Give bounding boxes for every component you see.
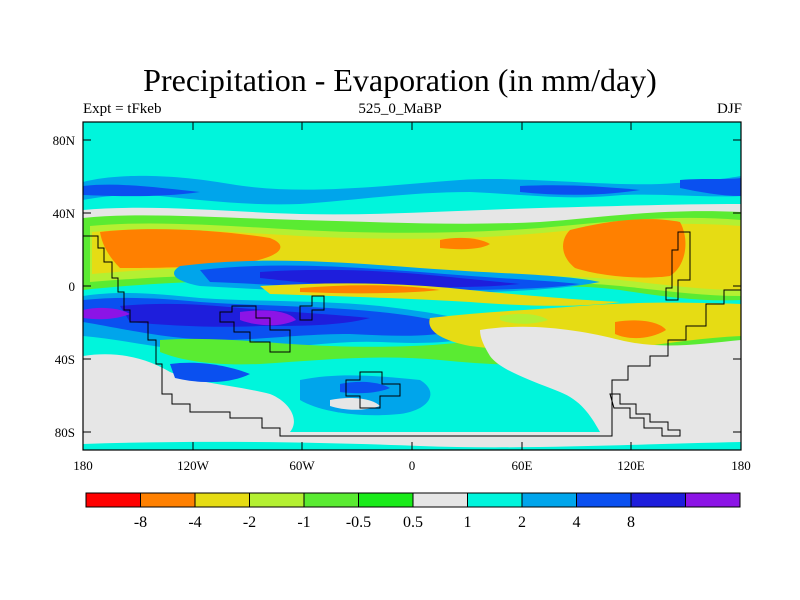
field-deep-blue-north-a bbox=[83, 184, 200, 197]
colorbar-label: 8 bbox=[627, 514, 635, 531]
colorbar-label: -8 bbox=[134, 514, 147, 531]
season-label: DJF bbox=[716, 101, 742, 117]
field-deep-blue-north-b bbox=[520, 185, 640, 195]
field-south-blue-patch-b bbox=[340, 381, 390, 394]
field-orange-south bbox=[615, 320, 666, 339]
x-tick-label: 180 bbox=[731, 458, 751, 473]
x-tick-label: 0 bbox=[409, 458, 416, 473]
field-blue-band-north bbox=[83, 175, 741, 205]
landmass-outline-e bbox=[609, 393, 681, 437]
y-tick-label: 80N bbox=[53, 133, 76, 148]
colorbar-label: 4 bbox=[573, 514, 581, 531]
field-gray-south-west bbox=[83, 354, 294, 432]
colorbar-swatch bbox=[249, 492, 305, 508]
field-orange-north-small bbox=[440, 237, 490, 250]
y-tick-label: 0 bbox=[69, 279, 76, 294]
x-tick-label: 120E bbox=[617, 458, 645, 473]
field-south-blue-patch-a bbox=[170, 362, 250, 383]
colorbar-swatch bbox=[358, 492, 414, 508]
y-tick-label: 40N bbox=[53, 206, 76, 221]
colorbar-swatch bbox=[630, 492, 686, 508]
x-tick-label: 60W bbox=[289, 458, 315, 473]
experiment-label: Expt = tFkeb bbox=[83, 101, 162, 117]
colorbar-swatch bbox=[140, 492, 196, 508]
colorbar-label: -0.5 bbox=[346, 514, 371, 531]
field-orange-north-asia bbox=[563, 219, 686, 278]
field-lightgreen-south bbox=[500, 313, 548, 324]
field-orange-north-pacific bbox=[100, 229, 281, 268]
time-label: 525_0_MaBP bbox=[358, 101, 442, 117]
y-tick-label: 80S bbox=[55, 425, 75, 440]
field-purple-west bbox=[83, 307, 130, 320]
colorbar-swatch bbox=[685, 492, 741, 508]
field-south-gray-patch bbox=[330, 398, 380, 410]
field-layer bbox=[83, 122, 741, 450]
colorbar-label: 1 bbox=[464, 514, 472, 531]
y-tick-marks bbox=[83, 139, 741, 433]
colorbar-label: -2 bbox=[243, 514, 256, 531]
colorbar-label: -4 bbox=[188, 514, 201, 531]
landmass-outline-b bbox=[299, 295, 325, 321]
colorbar-swatch bbox=[576, 492, 632, 508]
colorbar-label: 0.5 bbox=[403, 514, 423, 531]
landmass-outline-d bbox=[665, 231, 691, 301]
colorbar-swatch bbox=[303, 492, 359, 508]
colorbar-swatch bbox=[194, 492, 250, 508]
colorbar-swatch bbox=[467, 492, 523, 508]
x-tick-marks bbox=[82, 122, 742, 450]
field-orange-equator bbox=[300, 285, 440, 294]
continent-outlines bbox=[83, 231, 741, 437]
colorbar-label: 2 bbox=[518, 514, 526, 531]
landmass-outline-a bbox=[219, 305, 291, 353]
x-tick-label: 120W bbox=[177, 458, 210, 473]
landmass-outline-c bbox=[345, 371, 401, 409]
colorbar-swatch bbox=[521, 492, 577, 508]
field-itcz-darkblue bbox=[260, 269, 520, 288]
x-tick-label: 180 bbox=[73, 458, 93, 473]
colorbar: -8 -4 -2 -1 -0.5 0.5 1 2 4 8 bbox=[85, 492, 741, 531]
colorbar-swatch bbox=[412, 492, 468, 508]
gondwana-outline bbox=[83, 235, 741, 437]
colorbar-swatch bbox=[85, 492, 141, 508]
y-tick-label: 40S bbox=[55, 352, 75, 367]
colorbar-label: -1 bbox=[297, 514, 310, 531]
field-deep-blue-north-c bbox=[680, 178, 741, 196]
plot-title: Precipitation - Evaporation (in mm/day) bbox=[143, 62, 657, 98]
field-gray-south-east bbox=[480, 326, 741, 432]
x-tick-label: 60E bbox=[512, 458, 533, 473]
